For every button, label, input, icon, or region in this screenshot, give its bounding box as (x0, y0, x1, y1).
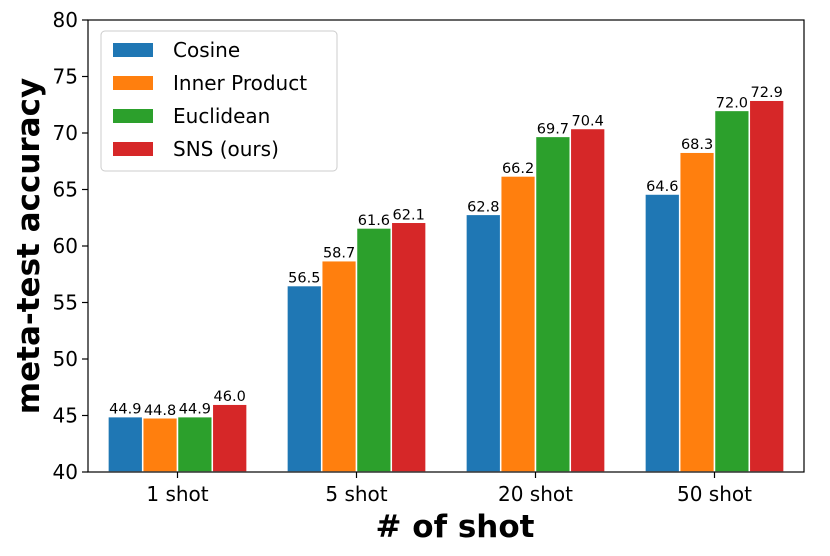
bar (569, 127, 606, 473)
bar-value-label: 44.8 (144, 403, 176, 419)
bar (390, 221, 427, 473)
bar (286, 284, 323, 473)
bar (107, 415, 144, 473)
bar (465, 213, 502, 473)
bar-value-label: 66.2 (502, 161, 534, 177)
bar (678, 151, 716, 473)
y-tick-label: 75 (53, 65, 78, 89)
bar-value-label: 44.9 (179, 402, 211, 418)
legend-label: SNS (ours) (173, 137, 279, 161)
bar-value-label: 72.9 (751, 85, 783, 101)
bar (141, 417, 179, 473)
y-tick-label: 65 (53, 178, 78, 202)
y-tick-label: 50 (53, 347, 78, 371)
bar-value-label: 62.8 (467, 199, 499, 215)
bar-value-label: 68.3 (681, 137, 713, 153)
bar (644, 193, 681, 473)
y-tick-label: 55 (53, 291, 78, 315)
legend-box (100, 30, 338, 172)
bar-value-label: 64.6 (646, 179, 678, 195)
bar-value-label: 44.9 (109, 402, 141, 418)
bar (320, 259, 358, 473)
y-tick-label: 80 (53, 8, 78, 32)
y-tick-label: 70 (53, 121, 78, 145)
bar (748, 99, 785, 473)
legend-label: Euclidean (173, 104, 270, 128)
legend-swatch (113, 43, 153, 57)
y-tick-label: 60 (53, 234, 78, 258)
y-tick-label: 40 (53, 460, 78, 484)
bar-value-label: 62.1 (393, 207, 425, 223)
bar (176, 415, 214, 473)
data-labels-layer: 44.9 44.8 44.946.056.558.761.6 62.1 62.866.2… (109, 85, 783, 419)
legend-swatch (113, 109, 153, 123)
bar-value-label: 70.4 (572, 113, 604, 129)
x-axis-title: # of shot (376, 509, 535, 545)
bar-value-label: 61.6 (358, 213, 390, 229)
bar-value-label: 72.0 (716, 95, 748, 111)
axes-layer: 40 45 50 55 60 65 70 75 80 1 shot 5 shot 20 shot 50 … (53, 8, 805, 506)
x-tick-label: 20 shot (498, 482, 573, 506)
bars-layer (107, 99, 785, 473)
bar (534, 135, 572, 473)
bar (713, 109, 751, 473)
legend-swatch (113, 76, 153, 90)
bar-value-label: 58.7 (323, 246, 355, 262)
legend: Cosine Inner Product Euclidean SNS (ours) (100, 30, 338, 172)
y-axis-title: meta-test accuracy (11, 78, 47, 414)
legend-swatch (113, 142, 153, 156)
bar-value-label: 56.5 (288, 271, 320, 287)
legend-label: Cosine (173, 38, 240, 62)
bar (355, 227, 393, 473)
bar (499, 175, 537, 473)
x-tick-label: 1 shot (146, 482, 208, 506)
x-tick-label: 5 shot (325, 482, 387, 506)
bar (211, 403, 248, 473)
x-tick-label: 50 shot (677, 482, 752, 506)
bar-value-label: 46.0 (214, 389, 246, 405)
legend-label: Inner Product (173, 71, 307, 95)
y-tick-label: 45 (53, 404, 78, 428)
bar-value-label: 69.7 (537, 121, 569, 137)
